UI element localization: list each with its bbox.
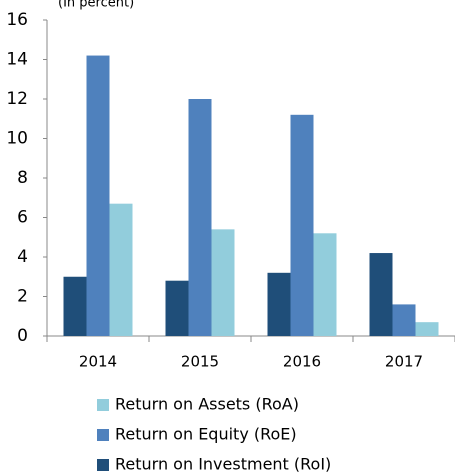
y-tick-label: 0: [17, 326, 28, 346]
legend-swatch: [97, 459, 109, 471]
bar: [392, 304, 416, 336]
y-tick-label: 8: [17, 168, 28, 188]
y-tick-label: 12: [6, 89, 28, 109]
bar: [86, 55, 110, 337]
legend-label: Return on Investment (RoI): [115, 455, 331, 474]
y-tick-label: 2: [17, 287, 28, 307]
legend-swatch: [97, 399, 109, 411]
bar: [415, 322, 439, 336]
x-tick-label: 2015: [181, 353, 219, 371]
chart-subtitle: (In percent): [58, 0, 134, 11]
bar: [188, 99, 212, 336]
y-tick-label: 10: [6, 129, 28, 149]
x-tick-label: 2016: [283, 353, 321, 371]
legend-label: Return on Assets (RoA): [115, 395, 299, 414]
y-tick-label: 14: [6, 50, 28, 70]
bar: [109, 203, 133, 336]
bar: [165, 280, 189, 336]
x-tick-label: 2014: [79, 353, 117, 371]
x-tick-label: 2017: [385, 353, 423, 371]
y-tick-label: 6: [17, 208, 28, 228]
bar: [313, 233, 337, 336]
legend-label: Return on Equity (RoE): [115, 425, 297, 444]
legend-swatch: [97, 429, 109, 441]
bar: [290, 114, 314, 336]
bar: [369, 253, 393, 336]
bar: [267, 272, 291, 336]
y-tick-label: 4: [17, 247, 28, 267]
y-tick-label: 16: [6, 10, 28, 30]
bar: [211, 229, 235, 336]
bar: [63, 276, 87, 336]
